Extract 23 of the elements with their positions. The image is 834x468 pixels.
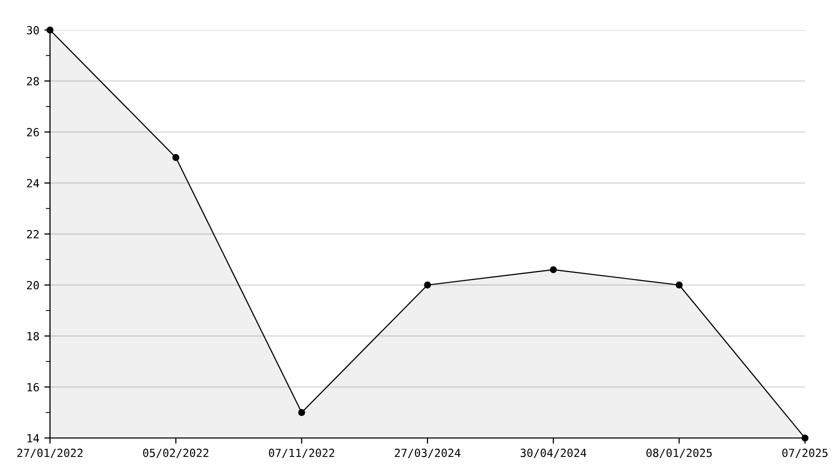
x-tick-label: 27/03/2024 (394, 448, 460, 458)
y-tick-label: 28 (27, 77, 39, 86)
point (172, 154, 180, 161)
x-tick-label: 07/11/2022 (268, 448, 334, 458)
y-tick-label: 18 (28, 332, 39, 340)
y-tick-label: 20 (27, 281, 39, 290)
x-tick-label: 08/01/2025 (646, 448, 712, 458)
y-tick-label: 14 (28, 434, 40, 442)
point (802, 434, 808, 442)
x-tick-label: 07/2025 (782, 448, 828, 458)
point (424, 282, 431, 288)
y-tick-label: 22 (27, 230, 39, 238)
point (298, 409, 306, 416)
y-tick-label: 16 (28, 383, 39, 392)
y-tick-label: 30 (26, 26, 39, 34)
y-tick-label: 24 (27, 179, 40, 188)
point (676, 282, 683, 288)
y-tick-label: 26 (27, 128, 39, 136)
point (550, 266, 557, 274)
point (46, 26, 54, 34)
x-tick-label: 30/04/2024 (520, 448, 586, 458)
x-tick-label: 27/01/2022 (17, 448, 83, 458)
x-tick-label: 05/02/2022 (143, 448, 208, 458)
